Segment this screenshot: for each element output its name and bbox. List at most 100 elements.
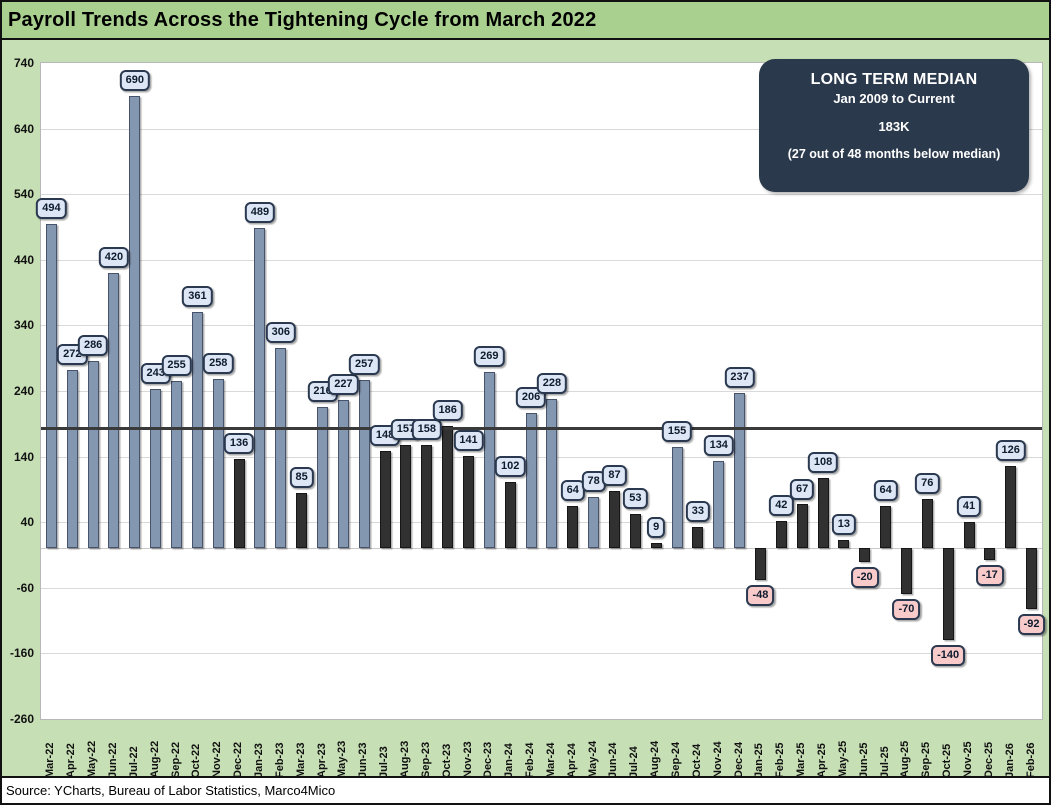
x-tick-label: Dec-22: [232, 741, 245, 778]
bar-value-label: 158: [411, 418, 442, 440]
bar-value-label: -48: [746, 584, 775, 606]
bar-value-label: 102: [495, 455, 526, 477]
x-tick-label: Sep-22: [169, 741, 182, 778]
median-callout-subtitle: Jan 2009 to Current: [833, 91, 955, 106]
bar-value-label: 33: [685, 500, 711, 522]
zero-axis-line: [41, 548, 1042, 550]
bar: [379, 451, 391, 549]
bar-value-label: 494: [36, 198, 67, 220]
gridline: [41, 587, 1042, 589]
bar-value-label: 186: [432, 400, 463, 422]
x-tick-label: Jul-23: [378, 746, 391, 778]
bar: [650, 542, 662, 549]
bar: [775, 520, 787, 549]
bar: [66, 370, 78, 549]
bar-value-label: 78: [581, 471, 606, 493]
bar-value-label: 286: [77, 334, 109, 356]
bar: [296, 492, 308, 549]
x-tick-label: Aug-25: [899, 740, 912, 778]
x-tick-label: Sep-23: [419, 741, 432, 778]
bar: [921, 498, 933, 549]
bar: [275, 347, 287, 549]
bar-value-label: 108: [807, 451, 839, 473]
bar-value-label: 42: [769, 494, 794, 516]
bar-value-label: 126: [995, 439, 1026, 461]
bar-value-label: 155: [661, 420, 693, 442]
x-tick-label: Feb-25: [774, 742, 787, 778]
bar: [880, 506, 892, 549]
y-tick-label: 540: [13, 187, 34, 202]
bar-value-label: 141: [453, 429, 484, 451]
x-tick-label: Dec-24: [732, 741, 745, 778]
bar-value-label: 255: [161, 355, 192, 377]
bar: [171, 381, 183, 549]
x-tick-label: Jan-26: [1003, 743, 1016, 778]
x-tick-label: Feb-24: [524, 742, 537, 778]
x-axis: Mar-22 Apr-22 May-22 Jun-22 Jul-22 Aug-22 Sep-…: [40, 722, 1043, 778]
bar-value-label: -140: [931, 645, 966, 667]
bar: [963, 521, 975, 549]
x-tick-label: Oct-22: [190, 743, 203, 778]
bar: [900, 548, 912, 595]
median-line: [41, 427, 1042, 431]
bar-value-label: 87: [602, 465, 627, 487]
bar-value-label: 228: [536, 372, 568, 394]
x-tick-label: Dec-23: [482, 741, 495, 778]
bar: [463, 455, 474, 549]
bar: [525, 413, 537, 549]
gridline: [41, 522, 1042, 524]
long-term-median-callout: LONG TERM MEDIAN Jan 2009 to Current 183…: [759, 59, 1029, 192]
x-tick-label: May-24: [586, 740, 599, 778]
bar: [254, 227, 266, 549]
bar-value-label: 134: [703, 434, 734, 456]
y-tick-label: -60: [16, 580, 34, 595]
x-tick-label: Nov-25: [962, 741, 974, 778]
x-tick-label: Apr-23: [315, 743, 328, 778]
x-tick-label: Dec-25: [982, 741, 995, 778]
bar: [671, 446, 683, 549]
bar: [442, 426, 454, 549]
bar-value-label: 489: [244, 201, 276, 223]
x-tick-label: Jul-22: [127, 746, 140, 778]
bar: [713, 460, 725, 549]
x-tick-label: Jul-25: [878, 746, 891, 778]
bar: [692, 526, 704, 549]
bar-value-label: 258: [203, 353, 234, 375]
x-tick-label: Nov-24: [711, 741, 724, 778]
source-text: Source: YCharts, Bureau of Labor Statist…: [6, 783, 336, 798]
bar: [45, 224, 57, 549]
x-tick-label: May-25: [836, 740, 849, 778]
x-tick-label: Jun-22: [106, 742, 119, 778]
bar: [233, 459, 245, 549]
median-callout-value: 183K: [878, 119, 910, 134]
bar-value-label: 420: [98, 246, 130, 268]
x-tick-label: Jan-23: [252, 743, 265, 778]
x-tick-label: Jun-24: [607, 742, 620, 778]
bar: [817, 477, 829, 549]
bar: [150, 389, 162, 549]
bar-value-label: -17: [975, 564, 1004, 586]
y-tick-label: 440: [13, 252, 34, 267]
x-tick-label: Mar-25: [795, 742, 808, 778]
bar-value-label: 67: [790, 478, 815, 500]
bar-value-label: 53: [623, 487, 648, 509]
bar: [859, 548, 871, 562]
y-tick-label: 640: [13, 121, 34, 136]
median-callout-title: LONG TERM MEDIAN: [810, 71, 978, 88]
x-tick-label: Apr-25: [816, 743, 829, 778]
title-band: Payroll Trends Across the Tightening Cyc…: [2, 2, 1049, 40]
x-tick-label: Mar-22: [44, 742, 57, 778]
y-tick-label: 340: [13, 318, 34, 333]
median-callout-note: (27 out of 48 months below median): [787, 147, 1001, 161]
bar: [567, 506, 579, 549]
x-tick-label: Nov-23: [461, 741, 474, 778]
source-band: Source: YCharts, Bureau of Labor Statist…: [2, 776, 1049, 803]
bar-value-label: 306: [265, 321, 296, 343]
x-tick-label: Aug-22: [148, 740, 161, 778]
bar-value-label: 148: [369, 425, 401, 447]
x-tick-label: Jan-24: [503, 743, 516, 778]
gridline: [41, 456, 1042, 458]
x-tick-label: Oct-23: [440, 743, 453, 778]
bar-value-label: -92: [1017, 613, 1046, 635]
y-tick-label: 740: [13, 56, 34, 70]
